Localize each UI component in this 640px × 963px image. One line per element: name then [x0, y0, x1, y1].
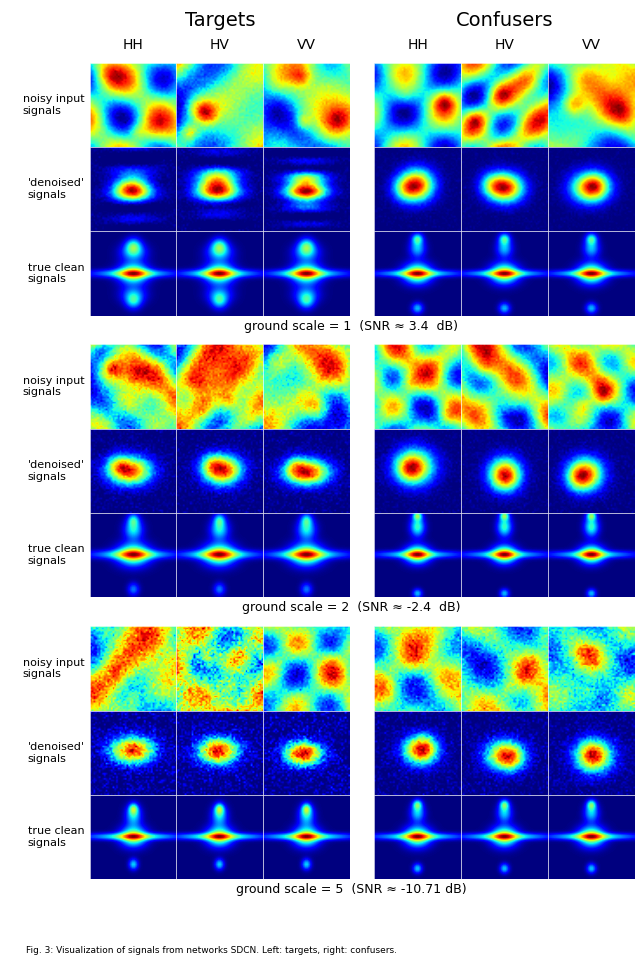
Text: noisy input
signals: noisy input signals — [23, 376, 84, 398]
Text: HV: HV — [495, 39, 515, 52]
Text: HH: HH — [408, 39, 428, 52]
Text: noisy input
signals: noisy input signals — [23, 94, 84, 116]
Text: 'denoised'
signals: 'denoised' signals — [28, 460, 84, 482]
Text: true clean
signals: true clean signals — [28, 263, 84, 284]
Text: 'denoised'
signals: 'denoised' signals — [28, 178, 84, 200]
Text: Fig. 3: Visualization of signals from networks SDCN. Left: targets, right: confu: Fig. 3: Visualization of signals from ne… — [26, 947, 397, 955]
Text: 'denoised'
signals: 'denoised' signals — [28, 742, 84, 764]
Text: ground scale = 1  (SNR ≈ 3.4  dB): ground scale = 1 (SNR ≈ 3.4 dB) — [244, 320, 458, 332]
Text: ground scale = 5  (SNR ≈ -10.71 dB): ground scale = 5 (SNR ≈ -10.71 dB) — [236, 883, 467, 897]
Text: ground scale = 2  (SNR ≈ -2.4  dB): ground scale = 2 (SNR ≈ -2.4 dB) — [242, 602, 461, 614]
Text: Confusers: Confusers — [456, 11, 554, 30]
Text: VV: VV — [582, 39, 601, 52]
Text: HV: HV — [210, 39, 230, 52]
Text: HH: HH — [123, 39, 143, 52]
Text: true clean
signals: true clean signals — [28, 826, 84, 847]
Text: noisy input
signals: noisy input signals — [23, 658, 84, 679]
Text: true clean
signals: true clean signals — [28, 544, 84, 566]
Text: VV: VV — [297, 39, 316, 52]
Text: Targets: Targets — [184, 11, 255, 30]
